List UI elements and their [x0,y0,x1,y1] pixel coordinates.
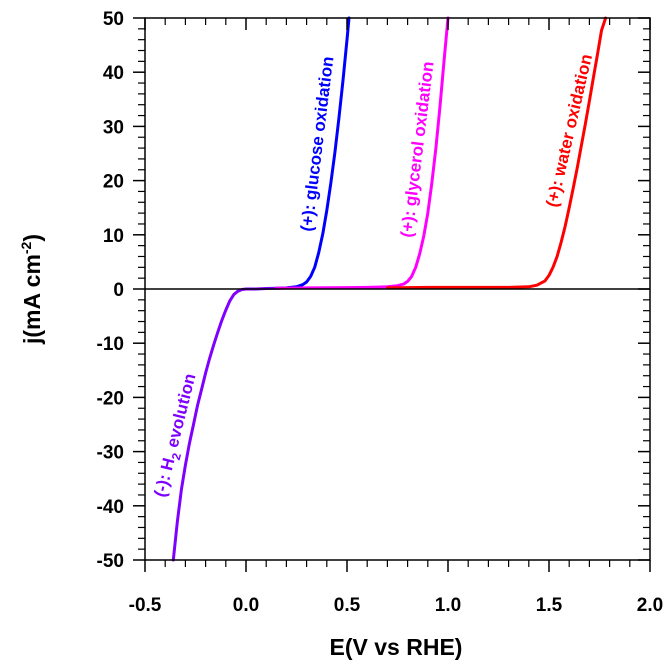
y-tick-label: -50 [97,551,124,572]
series-line-2 [274,16,450,290]
y-axis-title-main: j(mA cm [19,254,45,345]
y-axis-title-sup: -2 [18,241,34,254]
x-axis-title: E(V vs RHE) [330,634,463,660]
series-line-1 [274,16,351,290]
ticks-layer [133,17,651,572]
y-tick-label: 20 [103,172,124,193]
y-tick-label: 30 [103,117,124,138]
x-tick-label: 0.0 [233,595,259,616]
y-axis-title: j(mA cm-2) [18,234,45,345]
y-tick-label: 40 [103,63,124,84]
y-tick-label: -40 [97,497,124,518]
annotation-glucose: (+): glucose oxidation [297,55,337,232]
y-tick-label: -10 [97,334,124,355]
annotation-water: (+): water oxidation [542,52,596,209]
x-tick-label: 0.5 [334,595,361,616]
y-tick-label: 10 [103,226,124,247]
y-axis-title-end: ) [19,234,45,242]
x-tick-label: -0.5 [129,595,162,616]
annotation-h2-sub: 2 [169,451,184,461]
x-tick-label: 1.5 [536,595,563,616]
annotation-h2-post: evolution [162,372,200,454]
labels-layer: -0.5 0.0 0.5 1.0 1.5 2.0 50 40 30 20 10 0 -10 -20 -30 -… [97,9,664,616]
annotation-h2-pre: (-): H [150,456,178,499]
y-tick-label: 0 [113,280,124,301]
y-tick-label: -20 [97,388,124,409]
annotation-glycerol: (+): glycerol oxidation [397,60,437,238]
series-line-0 [171,286,278,562]
y-tick-label: 50 [103,9,124,30]
y-tick-label: -30 [97,443,124,464]
x-tick-label: 1.0 [435,595,461,616]
annotation-h2-evolution: (-): H2 evolution [150,372,203,500]
x-tick-label: 2.0 [637,595,663,616]
series-line-3 [385,16,608,290]
